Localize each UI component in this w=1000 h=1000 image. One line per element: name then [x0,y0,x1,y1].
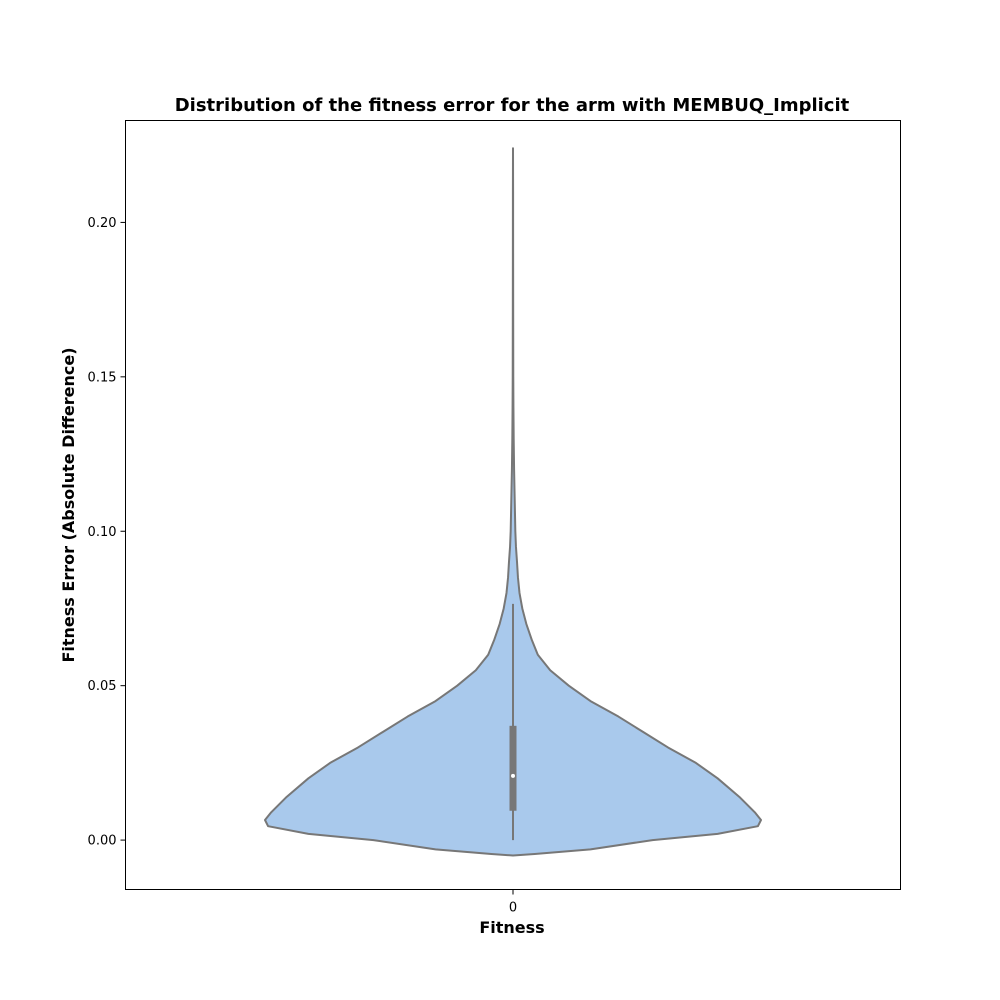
violin-layer [264,147,762,857]
y-axis-ticks: 0.00 0.05 0.10 0.15 0.20 [88,216,126,849]
x-tick-label: 0 [509,901,517,916]
violin-body [264,147,762,857]
y-tick-label: 0.05 [88,679,117,694]
x-axis-ticks: 0 [509,889,517,916]
y-tick-label: 0.00 [88,834,117,849]
chart-title: Distribution of the fitness error for th… [175,95,850,116]
y-tick-label: 0.15 [88,370,117,385]
median-marker [511,773,515,778]
y-tick-label: 0.20 [88,216,117,231]
x-axis-label: Fitness [479,918,544,937]
interquartile-box [509,725,517,811]
y-tick-label: 0.10 [88,525,117,540]
y-axis-label: Fitness Error (Absolute Difference) [59,347,78,662]
